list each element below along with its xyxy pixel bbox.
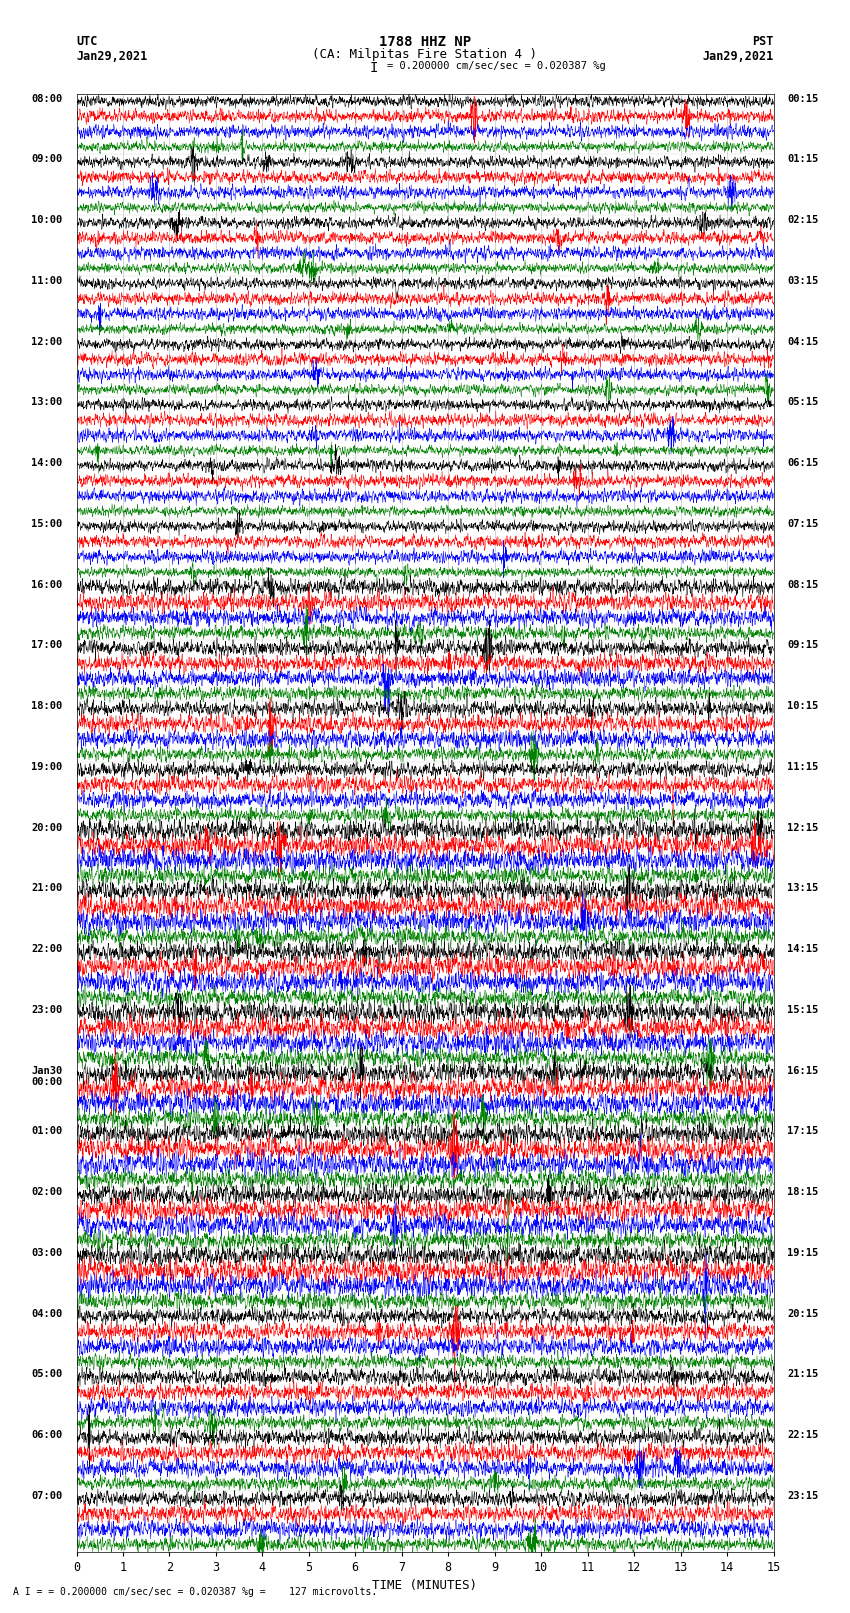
Text: 04:15: 04:15 — [787, 337, 819, 347]
Text: UTC: UTC — [76, 35, 98, 48]
Text: 1788 HHZ NP: 1788 HHZ NP — [379, 35, 471, 50]
Text: 21:15: 21:15 — [787, 1369, 819, 1379]
Text: 19:00: 19:00 — [31, 761, 63, 773]
Text: 07:15: 07:15 — [787, 519, 819, 529]
Text: 18:00: 18:00 — [31, 702, 63, 711]
Text: 03:00: 03:00 — [31, 1248, 63, 1258]
Text: 11:00: 11:00 — [31, 276, 63, 286]
Text: 02:00: 02:00 — [31, 1187, 63, 1197]
Text: 03:15: 03:15 — [787, 276, 819, 286]
Text: PST: PST — [752, 35, 774, 48]
Text: 08:15: 08:15 — [787, 579, 819, 590]
Text: Jan29,2021: Jan29,2021 — [76, 50, 148, 63]
X-axis label: TIME (MINUTES): TIME (MINUTES) — [372, 1579, 478, 1592]
Text: 23:00: 23:00 — [31, 1005, 63, 1015]
Text: 09:00: 09:00 — [31, 155, 63, 165]
Text: 05:00: 05:00 — [31, 1369, 63, 1379]
Text: 20:15: 20:15 — [787, 1308, 819, 1319]
Text: 14:15: 14:15 — [787, 944, 819, 955]
Text: 10:15: 10:15 — [787, 702, 819, 711]
Text: Jan30
00:00: Jan30 00:00 — [31, 1066, 63, 1087]
Text: 19:15: 19:15 — [787, 1248, 819, 1258]
Text: Jan29,2021: Jan29,2021 — [702, 50, 774, 63]
Text: 22:15: 22:15 — [787, 1431, 819, 1440]
Text: 13:15: 13:15 — [787, 884, 819, 894]
Text: 21:00: 21:00 — [31, 884, 63, 894]
Text: 05:15: 05:15 — [787, 397, 819, 408]
Text: = 0.200000 cm/sec/sec = 0.020387 %g: = 0.200000 cm/sec/sec = 0.020387 %g — [387, 61, 605, 71]
Text: I: I — [370, 61, 378, 76]
Text: 02:15: 02:15 — [787, 215, 819, 226]
Text: 10:00: 10:00 — [31, 215, 63, 226]
Text: 14:00: 14:00 — [31, 458, 63, 468]
Text: A I = = 0.200000 cm/sec/sec = 0.020387 %g =    127 microvolts.: A I = = 0.200000 cm/sec/sec = 0.020387 %… — [13, 1587, 377, 1597]
Text: 06:15: 06:15 — [787, 458, 819, 468]
Text: 08:00: 08:00 — [31, 94, 63, 103]
Text: 18:15: 18:15 — [787, 1187, 819, 1197]
Text: (CA: Milpitas Fire Station 4 ): (CA: Milpitas Fire Station 4 ) — [313, 48, 537, 61]
Text: 11:15: 11:15 — [787, 761, 819, 773]
Text: 17:00: 17:00 — [31, 640, 63, 650]
Text: 09:15: 09:15 — [787, 640, 819, 650]
Text: 12:15: 12:15 — [787, 823, 819, 832]
Text: 17:15: 17:15 — [787, 1126, 819, 1137]
Text: 04:00: 04:00 — [31, 1308, 63, 1319]
Text: 01:15: 01:15 — [787, 155, 819, 165]
Text: 00:15: 00:15 — [787, 94, 819, 103]
Text: 15:15: 15:15 — [787, 1005, 819, 1015]
Text: 07:00: 07:00 — [31, 1490, 63, 1502]
Text: 16:00: 16:00 — [31, 579, 63, 590]
Text: 12:00: 12:00 — [31, 337, 63, 347]
Text: 16:15: 16:15 — [787, 1066, 819, 1076]
Text: 23:15: 23:15 — [787, 1490, 819, 1502]
Text: 06:00: 06:00 — [31, 1431, 63, 1440]
Text: 22:00: 22:00 — [31, 944, 63, 955]
Text: 20:00: 20:00 — [31, 823, 63, 832]
Text: 13:00: 13:00 — [31, 397, 63, 408]
Text: 01:00: 01:00 — [31, 1126, 63, 1137]
Text: 15:00: 15:00 — [31, 519, 63, 529]
